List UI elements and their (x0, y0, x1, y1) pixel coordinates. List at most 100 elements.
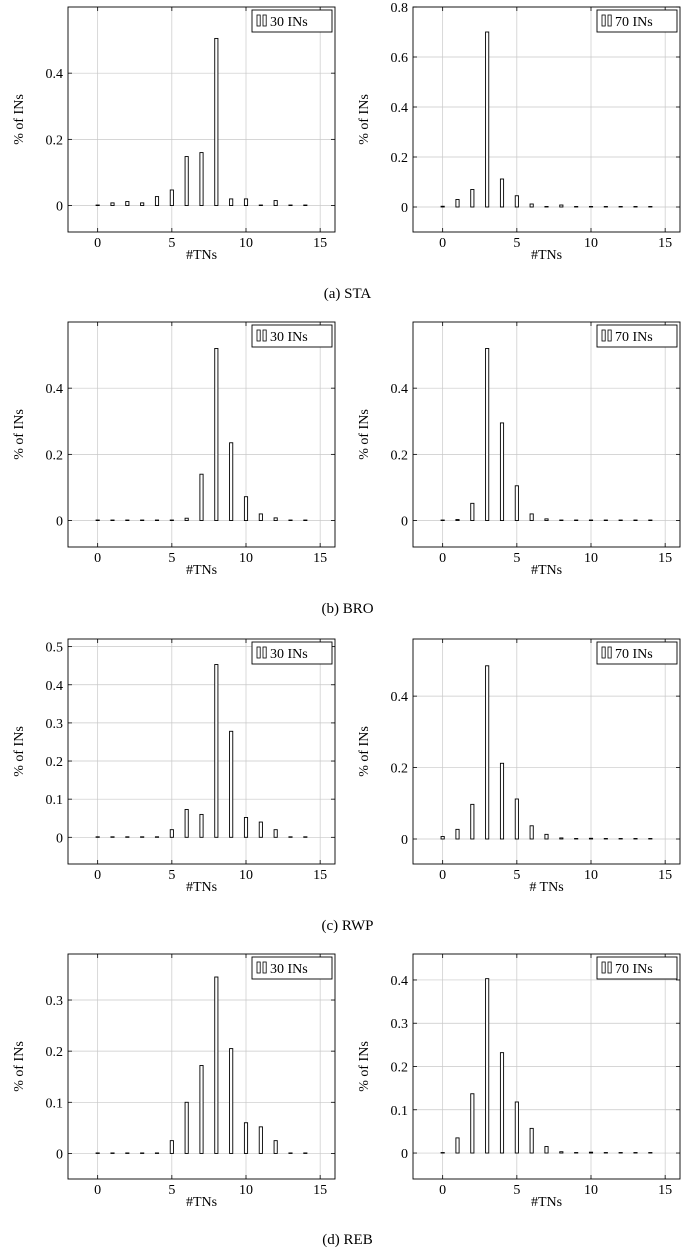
chart-3-0-xtick-label-10: 10 (239, 1183, 253, 1198)
chart-0-0-bar-0 (95, 204, 100, 206)
chart-0-0-xtick-label-10: 10 (239, 236, 253, 251)
chart-0-0-xtick-label-5: 5 (168, 236, 175, 251)
chart-3-0-xtick-label-15: 15 (313, 1183, 327, 1198)
chart-1-0-bar-10 (243, 496, 249, 521)
chart-0-0-bar-4 (154, 196, 160, 206)
chart-1-1-legend-label: 70 INs (615, 330, 653, 345)
chart-0-1-ytick-label-0: 0 (401, 201, 408, 216)
chart-0-1-bar-1 (455, 199, 460, 208)
chart-3-0-bar-5 (169, 1140, 174, 1154)
chart-3-0-bar-4 (154, 1152, 160, 1154)
chart-2-0-bar-4 (154, 836, 160, 838)
chart-1-0-bar-7 (199, 473, 204, 521)
chart-2-1-legend-swatch-a (601, 646, 606, 659)
chart-1-0-xtick-label-0: 0 (94, 551, 101, 566)
caption-reb: (d) REB (322, 1232, 373, 1248)
chart-1-1-ylabel: % of INs (357, 409, 372, 460)
chart-2-0-xlabel: #TNs (186, 880, 217, 895)
chart-3-0-bar-13 (288, 1152, 293, 1154)
chart-0-0-legend-box (251, 9, 333, 33)
chart-1-0-legend-label: 30 INs (270, 330, 308, 345)
chart-0-0-bar-7 (199, 152, 204, 206)
chart-0-1-ytick-label-0.2: 0.2 (391, 151, 409, 166)
chart-1-1-xtick-label-15: 15 (658, 551, 672, 566)
chart-3-0-ytick-label-0.3: 0.3 (46, 994, 64, 1009)
chart-0-1-bar-2 (470, 189, 475, 208)
chart-1-0-bar-12 (273, 517, 278, 521)
chart-1-1-bar-6 (529, 513, 534, 521)
chart-0-1-ytick-label-0.6: 0.6 (391, 51, 409, 66)
chart-3-0-bar-11 (258, 1126, 263, 1154)
chart-1-0-bar-14 (303, 519, 308, 521)
chart-0-0-bar-11 (258, 204, 263, 206)
chart-1-0: 0 5 10 15 0 0.2 0.4 #TNs % of INs 30 INs (12, 321, 336, 578)
chart-1-0-legend-swatch-b (262, 329, 267, 342)
chart-0-0-ytick-label-0.4: 0.4 (46, 67, 64, 82)
chart-1-1-legend-box (596, 324, 678, 348)
chart-3-0-legend-swatch-b (262, 961, 267, 974)
chart-3-1-ytick-label-0.4: 0.4 (391, 974, 409, 989)
chart-3-1-bar-11 (603, 1152, 608, 1154)
chart-3-1-bar-2 (470, 1093, 475, 1154)
chart-0-1-ylabel: % of INs (357, 94, 372, 145)
chart-2-0-bar-1 (110, 836, 115, 838)
chart-3-0-xtick-label-0: 0 (94, 1183, 101, 1198)
chart-3-1-bar-3 (485, 978, 490, 1154)
chart-3-1-xtick-label-0: 0 (439, 1183, 446, 1198)
chart-2-1-xtick-label-10: 10 (584, 868, 598, 883)
chart-1-1-ytick-label-0.2: 0.2 (391, 448, 409, 463)
chart-2-0-ytick-label-0.3: 0.3 (46, 717, 64, 732)
chart-2-0-xtick-label-10: 10 (239, 868, 253, 883)
chart-2-1-bar-10 (588, 837, 594, 840)
chart-0-1-bar-10 (588, 206, 594, 208)
chart-0-1-bar-14 (648, 206, 653, 208)
chart-1-1-axes-frame (412, 321, 681, 548)
chart-2-0-legend-swatch-a (256, 646, 261, 659)
chart-0-1-ytick-label-0.4: 0.4 (391, 101, 409, 116)
chart-3-1-legend-label: 70 INs (615, 962, 653, 977)
chart-1-0-ytick-label-0.4: 0.4 (46, 382, 64, 397)
chart-0-1-bar-0 (440, 205, 445, 208)
chart-3-1-bar-8 (559, 1151, 564, 1154)
chart-0-1-ytick-label-0.8: 0.8 (391, 1, 409, 16)
chart-3-0: 0 5 10 15 0 0.1 0.2 0.3 #TNs % of INs 30 INs (12, 953, 336, 1210)
chart-1-0-bar-6 (184, 517, 189, 521)
chart-1-1-bar-2 (470, 502, 475, 521)
chart-3-0-bar-10 (243, 1122, 249, 1154)
chart-2-0-legend-swatch-b (262, 646, 267, 659)
chart-2-0-bar-12 (273, 829, 278, 838)
chart-3-0-legend-box (251, 956, 333, 980)
caption-rwp: (c) RWP (321, 918, 374, 934)
chart-0-0-bar-3 (140, 202, 145, 206)
chart-3-0-legend-swatch-a (256, 961, 261, 974)
chart-2-0: 0 5 10 15 0 0.1 0.2 0.3 0.4 0.5 #TNs % of INs 30 INs (12, 638, 336, 895)
chart-2-0-legend-label: 30 INs (270, 647, 308, 662)
chart-2-1-bar-7 (544, 833, 549, 840)
chart-3-1-bar-12 (618, 1152, 623, 1154)
chart-2-1-bar-5 (514, 798, 519, 840)
chart-0-1-xtick-label-10: 10 (584, 236, 598, 251)
chart-3-1-bar-4 (499, 1052, 505, 1154)
chart-1-1-bar-5 (514, 485, 519, 521)
chart-0-1-legend-label: 70 INs (615, 15, 653, 30)
chart-2-0-ytick-label-0.1: 0.1 (46, 793, 64, 808)
chart-0-0-axes-frame (67, 6, 336, 233)
chart-1-0-bar-2 (125, 519, 130, 521)
chart-2-1-bar-0 (440, 836, 445, 840)
chart-1-0-xtick-label-5: 5 (168, 551, 175, 566)
chart-2-1-xtick-label-0: 0 (439, 868, 446, 883)
chart-1-1-bar-0 (440, 519, 445, 521)
chart-1-0-bar-5 (169, 519, 174, 521)
chart-0-0-bar-12 (273, 200, 278, 206)
chart-1-0-bar-0 (95, 519, 100, 521)
chart-2-0-bar-9 (229, 730, 234, 838)
chart-3-1-ylabel: % of INs (357, 1041, 372, 1092)
chart-3-0-bar-9 (229, 1048, 234, 1154)
chart-1-1-legend-swatch-b (607, 329, 612, 342)
chart-2-0-ytick-label-0.4: 0.4 (46, 679, 64, 694)
chart-1-0-bar-9 (229, 442, 234, 521)
chart-2-1-bar-12 (618, 838, 623, 840)
chart-2-1-ytick-label-0: 0 (401, 833, 408, 848)
chart-3-0-xlabel: #TNs (186, 1195, 217, 1210)
